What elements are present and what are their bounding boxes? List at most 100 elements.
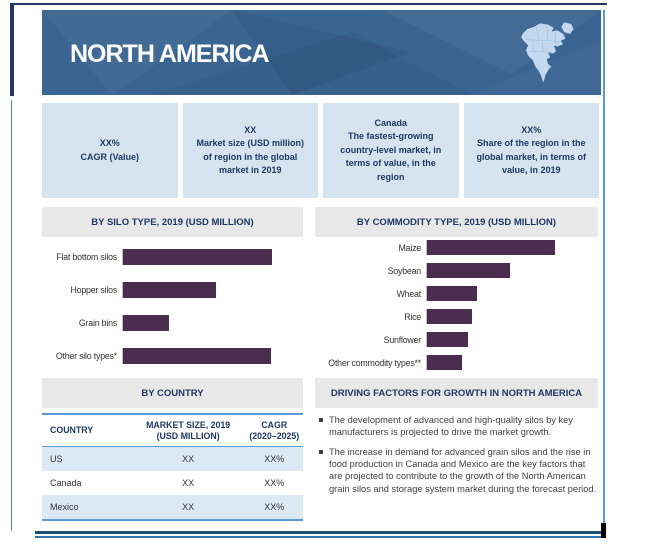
bar-category-label: Grain bins — [78, 317, 117, 328]
bullet-text: The development of advanced and high-qua… — [329, 415, 573, 438]
bar — [427, 332, 469, 347]
column-header-country: COUNTRY — [42, 425, 131, 436]
commodity-chart-title: BY COMMODITY TYPE, 2019 (USD MILLION) — [315, 207, 598, 237]
bar — [123, 248, 273, 265]
kpi-value: XX% — [521, 124, 542, 135]
frame-left-rail — [11, 100, 12, 531]
page-title: NORTH AMERICA — [70, 40, 270, 68]
cell-cagr: XX% — [264, 478, 285, 488]
table-body: US XX XX% Canada XX XX% Mexico XX XX% — [42, 447, 303, 521]
frame-top-line — [10, 3, 607, 5]
cell-market-size: XX — [182, 502, 195, 512]
bar-track — [426, 263, 598, 278]
region-banner: NORTH AMERICA — [42, 10, 601, 95]
kpi-value: XX% — [99, 138, 120, 148]
bar-row: Rice — [306, 309, 598, 324]
bar-track — [122, 248, 303, 265]
bar-category-label: Sunflower — [383, 334, 422, 345]
kpi-box-fastest-country: Canada The fastest-growing country-level… — [323, 103, 459, 198]
bar-category-label: Rice — [404, 311, 421, 322]
frame-right-rail — [603, 10, 605, 537]
bar-track — [122, 281, 303, 298]
frame-left-accent — [10, 3, 14, 96]
bullet-text: The increase in demand for advanced grai… — [329, 446, 597, 494]
kpi-box-market-size: XX Market size (USD million) of region i… — [182, 103, 318, 198]
kpi-box-cagr: XX% CAGR (Value) — [42, 103, 178, 198]
bar-track — [122, 314, 303, 331]
bar-track — [426, 309, 598, 324]
bar-category-label: Other silo types* — [55, 350, 117, 361]
bar-row: Soybean — [306, 263, 598, 278]
kpi-box-row: XX% CAGR (Value) XX Market size (USD mil… — [42, 103, 599, 198]
commodity-type-bar-chart: Maize Soybean Wheat Rice Sunflower Other comm… — [306, 236, 598, 374]
silo-type-bar-chart: Flat bottom silos Hopper silos Grain bins O… — [42, 240, 303, 372]
bar-category-label: Wheat — [396, 288, 422, 299]
bullet-item: The increase in demand for advanced grai… — [318, 446, 599, 495]
bar — [427, 355, 462, 370]
kpi-caption: Market size (USD million) of region in t… — [196, 138, 305, 175]
bar-category-label: Other commodity types** — [328, 357, 421, 368]
bar — [123, 314, 170, 331]
cell-country: US — [50, 454, 63, 464]
bar-row: Flat bottom silos — [42, 248, 303, 265]
column-header-cagr: CAGR (2020–2025) — [246, 420, 303, 442]
kpi-caption: Share of the region in the global market… — [476, 138, 587, 175]
bar — [123, 281, 216, 298]
bar-track — [122, 347, 303, 364]
driving-factors-list: The development of advanced and high-qua… — [318, 414, 599, 502]
bar-row: Grain bins — [42, 314, 303, 331]
banner-facet-pattern — [42, 10, 601, 95]
table-header-row: COUNTRY MARKET SIZE, 2019 (USD MILLION) … — [42, 413, 303, 447]
column-header-market-size: MARKET SIZE, 2019 (USD MILLION) — [131, 420, 246, 442]
bar-row: Maize — [306, 240, 598, 255]
driving-factors-title: DRIVING FACTORS FOR GROWTH IN NORTH AMER… — [315, 378, 598, 408]
bar-row: Sunflower — [306, 332, 598, 347]
bar-category-label: Hopper silos — [70, 284, 118, 295]
bar-track — [426, 355, 598, 370]
bar-row: Other commodity types** — [306, 355, 598, 370]
column-header-line: MARKET SIZE, 2019 — [146, 419, 231, 430]
square-bullet-icon — [319, 418, 323, 422]
cell-cagr: XX% — [264, 454, 285, 464]
cell-country: Mexico — [50, 502, 79, 512]
bar — [427, 309, 472, 324]
bullet-item: The development of advanced and high-qua… — [318, 414, 599, 439]
bar — [427, 263, 511, 278]
square-bullet-icon — [319, 449, 323, 454]
bar-track — [426, 240, 598, 255]
cell-cagr: XX% — [264, 502, 285, 512]
column-header-line: CAGR — [261, 419, 288, 430]
column-header-line: COUNTRY — [50, 425, 94, 435]
table-row: US XX XX% — [42, 447, 303, 471]
bar-track — [426, 286, 598, 301]
bar-category-label: Soybean — [387, 265, 422, 276]
kpi-value: XX — [244, 124, 257, 135]
table-row: Mexico XX XX% — [42, 495, 303, 519]
cell-market-size: XX — [182, 478, 195, 488]
kpi-value: Canada — [374, 117, 407, 128]
text-cursor-artifact — [601, 523, 606, 538]
frame-bottom-line-2 — [35, 536, 605, 538]
table-row: Canada XX XX% — [42, 471, 303, 495]
kpi-caption: The fastest-growing country-level market… — [340, 131, 442, 182]
north-america-map-icon — [521, 22, 574, 83]
kpi-caption: CAGR (Value) — [80, 151, 139, 162]
bar — [427, 240, 556, 255]
country-table: COUNTRY MARKET SIZE, 2019 (USD MILLION) … — [42, 413, 303, 521]
bar-row: Wheat — [306, 286, 598, 301]
bar-category-label: Maize — [398, 242, 422, 253]
kpi-box-share: XX% Share of the region in the global ma… — [463, 103, 599, 198]
cell-market-size: XX — [182, 454, 195, 464]
bar-row: Other silo types* — [42, 347, 303, 364]
country-section-title: BY COUNTRY — [42, 378, 303, 408]
bar-category-label: Flat bottom silos — [56, 251, 117, 262]
bar-row: Hopper silos — [42, 281, 303, 298]
column-header-line: (USD MILLION) — [156, 430, 220, 441]
cell-country: Canada — [50, 478, 82, 488]
bar-track — [426, 332, 598, 347]
bar — [123, 347, 271, 364]
column-header-line: (2020–2025) — [249, 430, 300, 441]
bar — [427, 286, 478, 301]
frame-bottom-line-1 — [35, 531, 605, 534]
silo-chart-title: BY SILO TYPE, 2019 (USD MILLION) — [42, 207, 303, 237]
